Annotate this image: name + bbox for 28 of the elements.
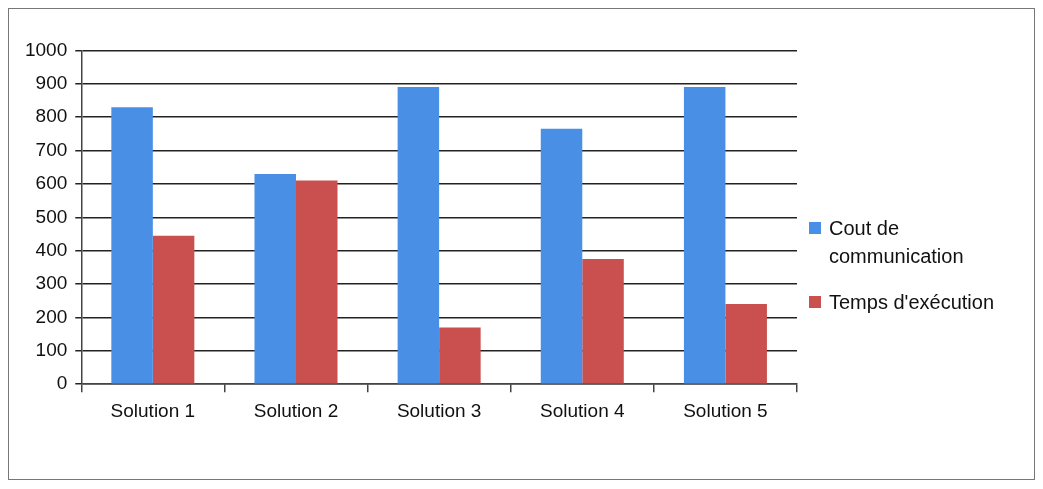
x-tick-label: Solution 1 bbox=[110, 399, 196, 421]
bar bbox=[439, 327, 481, 384]
x-tick-label: Solution 4 bbox=[540, 399, 625, 421]
y-tick-label: 1000 bbox=[24, 38, 68, 60]
x-tick-label: Solution 2 bbox=[253, 399, 339, 421]
bar bbox=[540, 128, 583, 384]
y-tick-label: 500 bbox=[35, 205, 68, 227]
y-tick-label: 800 bbox=[35, 105, 68, 127]
y-tick-label: 100 bbox=[35, 339, 68, 361]
bar bbox=[295, 180, 338, 384]
bar bbox=[111, 107, 153, 384]
bar bbox=[152, 235, 195, 384]
y-tick-label: 700 bbox=[35, 138, 68, 160]
y-tick-label: 300 bbox=[35, 272, 68, 294]
y-tick-label: 400 bbox=[35, 238, 68, 260]
legend-label: Temps d'exécution bbox=[829, 290, 996, 315]
bar bbox=[582, 259, 624, 384]
x-tick-label: Solution 5 bbox=[683, 399, 768, 421]
y-tick-label: 600 bbox=[35, 172, 68, 194]
bar bbox=[683, 87, 726, 384]
x-tick-label: Solution 3 bbox=[396, 399, 482, 421]
y-tick-label: 0 bbox=[56, 372, 68, 394]
bar bbox=[725, 304, 767, 384]
y-tick-label: 200 bbox=[35, 305, 68, 327]
bar bbox=[254, 173, 296, 384]
y-tick-label: 900 bbox=[35, 72, 68, 94]
bar bbox=[397, 87, 440, 384]
legend-label: Cout de communication bbox=[829, 216, 965, 269]
